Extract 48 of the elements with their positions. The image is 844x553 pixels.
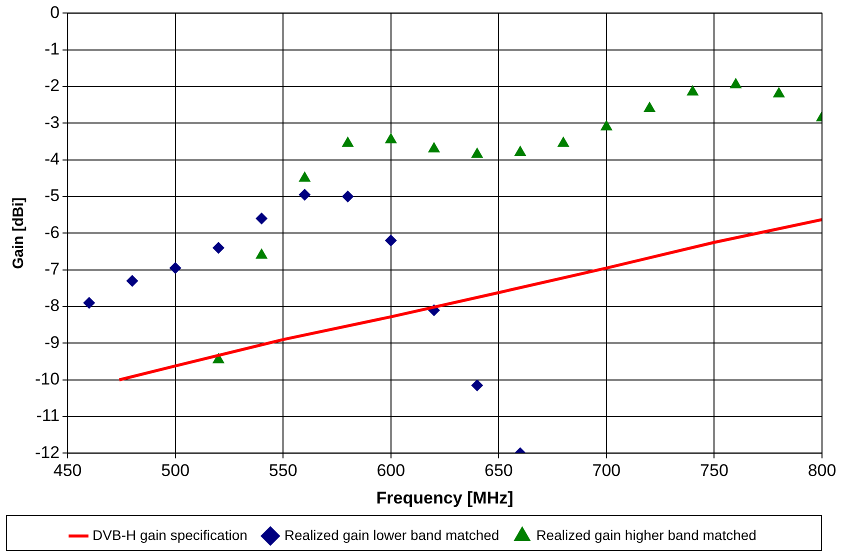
- point: [600, 120, 613, 130]
- y-tick-label: -11: [36, 406, 60, 426]
- x-tick-label: 600: [376, 461, 406, 480]
- y-tick-label: -10: [34, 370, 60, 389]
- y-tick-label: -4: [44, 150, 60, 169]
- point: [471, 379, 484, 392]
- y-tick-label: -1: [44, 40, 60, 59]
- point: [256, 248, 268, 259]
- y-tick-label: 0: [50, 2, 60, 22]
- point: [384, 234, 397, 247]
- point: [212, 242, 224, 254]
- point: [514, 146, 526, 156]
- y-tick-label: -6: [44, 222, 60, 242]
- y-tick-label: -7: [44, 260, 60, 279]
- x-axis-title: Frequency [MHz]: [376, 488, 514, 508]
- y-tick-label: -8: [44, 296, 60, 316]
- x-tick-label: 450: [53, 461, 82, 480]
- point: [298, 188, 311, 201]
- y-tick-label: -5: [44, 186, 60, 206]
- point: [126, 274, 138, 287]
- y-tick-label: -12: [34, 442, 60, 462]
- x-tick-label: 650: [484, 461, 513, 480]
- point: [428, 142, 440, 152]
- point: [686, 85, 699, 96]
- point: [384, 132, 397, 144]
- x-tick-label: 550: [268, 461, 298, 480]
- x-tick-label: 700: [592, 461, 621, 480]
- y-tick-label: -9: [44, 332, 60, 352]
- legend-label: Realized gain higher band matched: [536, 526, 756, 543]
- x-tick-label: 750: [700, 461, 728, 480]
- legend-label: Realized gain lower band matched: [284, 526, 500, 543]
- point: [83, 296, 96, 309]
- point: [557, 136, 570, 147]
- point: [169, 262, 182, 274]
- x-tick-label: 500: [161, 461, 190, 480]
- legend-label: DVB-H gain specification: [92, 526, 248, 543]
- x-tick-label: 800: [808, 461, 836, 480]
- point: [643, 102, 656, 112]
- y-tick-label: -3: [44, 112, 60, 132]
- point: [342, 136, 354, 147]
- point: [471, 147, 484, 158]
- point: [730, 78, 742, 88]
- y-axis-title: Gain [dBi]: [10, 197, 28, 270]
- y-tick-label: -2: [44, 76, 60, 96]
- point: [256, 212, 268, 225]
- point: [298, 171, 311, 182]
- point: [342, 190, 354, 203]
- point: [772, 86, 785, 98]
